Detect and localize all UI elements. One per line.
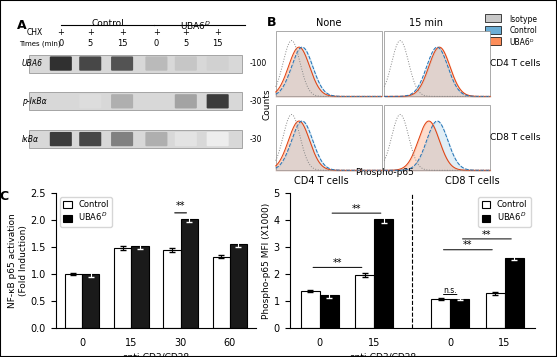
Text: Isotype: Isotype bbox=[510, 15, 538, 24]
Text: **: ** bbox=[463, 240, 473, 250]
Bar bbox=[230, 244, 247, 328]
Text: +: + bbox=[57, 28, 64, 37]
Bar bbox=[485, 37, 501, 45]
Text: **: ** bbox=[482, 230, 492, 240]
Text: +: + bbox=[119, 28, 125, 37]
Text: +: + bbox=[214, 28, 221, 37]
Text: CD4 T cells: CD4 T cells bbox=[294, 176, 348, 186]
Bar bbox=[384, 105, 490, 170]
FancyBboxPatch shape bbox=[79, 56, 101, 71]
Bar bbox=[276, 31, 382, 96]
Bar bbox=[450, 299, 469, 328]
FancyBboxPatch shape bbox=[207, 94, 229, 109]
Bar bbox=[114, 248, 131, 328]
Text: 15 min: 15 min bbox=[409, 17, 443, 27]
Text: Control: Control bbox=[91, 19, 124, 28]
Bar bbox=[213, 257, 230, 328]
Text: CD8 T cells: CD8 T cells bbox=[490, 133, 541, 142]
Text: +: + bbox=[87, 28, 94, 37]
Text: Counts: Counts bbox=[263, 89, 272, 120]
Text: 0: 0 bbox=[58, 39, 63, 48]
Text: **: ** bbox=[333, 258, 342, 268]
Text: p-IκBα: p-IκBα bbox=[22, 97, 46, 106]
FancyBboxPatch shape bbox=[175, 132, 197, 146]
Text: +: + bbox=[153, 28, 160, 37]
Text: n.s.: n.s. bbox=[443, 286, 457, 295]
Bar bbox=[82, 274, 99, 328]
Bar bbox=[485, 26, 501, 34]
FancyBboxPatch shape bbox=[29, 55, 242, 72]
FancyBboxPatch shape bbox=[79, 94, 101, 109]
Text: CD8 T cells: CD8 T cells bbox=[444, 176, 499, 186]
Text: 5: 5 bbox=[87, 39, 93, 48]
Text: CHX: CHX bbox=[27, 28, 43, 37]
Text: B: B bbox=[267, 16, 277, 29]
FancyBboxPatch shape bbox=[207, 132, 229, 146]
Text: 15: 15 bbox=[212, 39, 223, 48]
Text: UBA6ᴰ: UBA6ᴰ bbox=[510, 38, 534, 47]
FancyBboxPatch shape bbox=[111, 56, 133, 71]
Bar bbox=[131, 246, 149, 328]
Text: UBA6$^D$: UBA6$^D$ bbox=[180, 19, 211, 32]
FancyBboxPatch shape bbox=[50, 132, 72, 146]
Bar bbox=[355, 275, 374, 328]
FancyBboxPatch shape bbox=[145, 132, 168, 146]
FancyBboxPatch shape bbox=[111, 94, 133, 109]
Bar bbox=[180, 219, 198, 328]
Text: Times (min): Times (min) bbox=[19, 41, 61, 47]
Y-axis label: NF-κB p65 activation
(Fold Induction): NF-κB p65 activation (Fold Induction) bbox=[8, 213, 28, 308]
Text: anti-CD3/CD28: anti-CD3/CD28 bbox=[349, 353, 416, 357]
Text: CD4 T cells: CD4 T cells bbox=[490, 59, 540, 68]
Bar bbox=[320, 295, 339, 328]
Text: -30: -30 bbox=[250, 135, 262, 144]
Text: 15: 15 bbox=[117, 39, 128, 48]
Text: **: ** bbox=[351, 204, 361, 214]
FancyBboxPatch shape bbox=[29, 130, 242, 148]
Legend: Control, UBA6$^D$: Control, UBA6$^D$ bbox=[60, 197, 112, 227]
Bar bbox=[65, 274, 82, 328]
Bar bbox=[486, 293, 505, 328]
Text: anti-CD3/CD28: anti-CD3/CD28 bbox=[123, 353, 189, 357]
Bar bbox=[384, 31, 490, 96]
Text: None: None bbox=[316, 17, 341, 27]
FancyBboxPatch shape bbox=[175, 56, 197, 71]
Bar bbox=[485, 14, 501, 22]
FancyBboxPatch shape bbox=[29, 92, 242, 110]
Text: 0: 0 bbox=[154, 39, 159, 48]
FancyBboxPatch shape bbox=[145, 56, 168, 71]
Y-axis label: Phospho-p65 MFI (X1000): Phospho-p65 MFI (X1000) bbox=[262, 202, 271, 319]
Bar bbox=[163, 250, 180, 328]
Text: **: ** bbox=[176, 201, 185, 211]
Text: 5: 5 bbox=[183, 39, 188, 48]
Text: A: A bbox=[17, 19, 26, 32]
Text: Control: Control bbox=[510, 26, 538, 35]
Text: +: + bbox=[182, 28, 189, 37]
FancyBboxPatch shape bbox=[207, 56, 229, 71]
FancyBboxPatch shape bbox=[111, 132, 133, 146]
Text: UBA6: UBA6 bbox=[22, 59, 43, 68]
Legend: Control, UBA6$^D$: Control, UBA6$^D$ bbox=[478, 197, 531, 227]
Bar bbox=[431, 299, 450, 328]
Bar bbox=[276, 105, 382, 170]
Bar bbox=[301, 291, 320, 328]
FancyBboxPatch shape bbox=[79, 132, 101, 146]
Bar bbox=[374, 219, 393, 328]
Text: -30: -30 bbox=[250, 97, 262, 106]
Bar bbox=[505, 258, 524, 328]
FancyBboxPatch shape bbox=[50, 56, 72, 71]
Text: Phospho-p65: Phospho-p65 bbox=[355, 168, 414, 177]
Text: C: C bbox=[0, 190, 9, 203]
Text: -100: -100 bbox=[250, 59, 267, 68]
FancyBboxPatch shape bbox=[175, 94, 197, 109]
Text: IκBα: IκBα bbox=[22, 135, 38, 144]
